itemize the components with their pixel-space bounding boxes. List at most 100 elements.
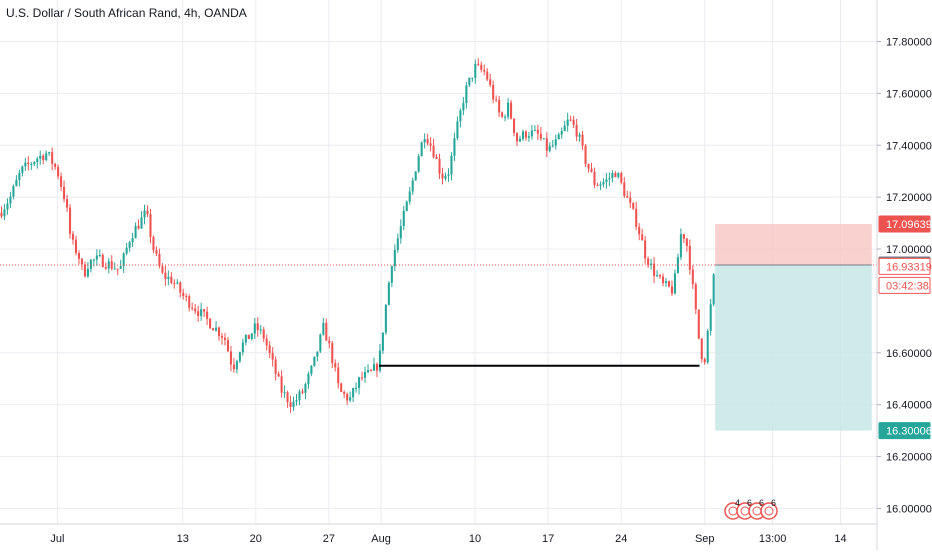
candle-body — [587, 163, 590, 169]
candle-body — [480, 64, 483, 70]
candle-body — [197, 311, 200, 317]
candle-body — [399, 226, 402, 239]
candle-body — [152, 237, 155, 251]
candle-body — [611, 173, 614, 179]
candle-body — [42, 155, 45, 161]
candle-body — [596, 184, 599, 186]
candle-body — [57, 167, 60, 177]
candle-body — [188, 296, 191, 308]
candle-body — [265, 338, 268, 346]
candle-body — [393, 250, 396, 267]
candle-body — [590, 168, 593, 172]
candle-body — [381, 332, 384, 351]
candle-body — [161, 266, 164, 273]
candle-body — [146, 210, 149, 215]
x-tick-label: 10 — [469, 533, 481, 545]
candle-body — [98, 254, 101, 256]
candle-body — [316, 351, 319, 357]
economic-event-icon[interactable] — [760, 502, 778, 520]
candle-body — [667, 281, 671, 287]
candle-body — [137, 225, 140, 229]
candle-body — [220, 336, 224, 338]
candle-body — [420, 142, 423, 157]
candle-body — [209, 318, 212, 329]
event-count-label: 6 — [759, 498, 764, 508]
candle-body — [557, 134, 560, 140]
stop-loss-zone[interactable] — [715, 224, 872, 266]
candle-body — [518, 138, 522, 142]
candle-body — [343, 391, 346, 395]
candle-body — [21, 166, 24, 173]
candle-body — [9, 196, 12, 204]
candle-body — [504, 116, 507, 118]
candle-body — [104, 266, 107, 269]
candle-body — [274, 359, 277, 374]
candle-body — [36, 158, 39, 163]
candle-body — [685, 238, 688, 246]
candle-body — [709, 304, 712, 331]
candle-body — [289, 402, 292, 408]
candle-body — [322, 322, 325, 335]
candle-body — [235, 361, 238, 370]
x-tick-label: 20 — [250, 533, 262, 545]
price-label-bid-text: 16.93319 — [886, 261, 932, 273]
candle-body — [384, 304, 387, 333]
candle-body — [158, 253, 161, 267]
candle-body — [459, 110, 462, 122]
candle-body — [33, 162, 36, 165]
y-tick-label: 16.00000 — [886, 503, 932, 515]
candle-body — [507, 102, 510, 117]
candle-body — [623, 182, 626, 197]
candle-body — [292, 401, 295, 408]
y-tick-label: 16.60000 — [886, 348, 932, 360]
y-tick-label: 17.20000 — [886, 192, 932, 204]
candle-body — [122, 253, 125, 267]
candle-body — [700, 338, 703, 360]
candle-body — [521, 131, 525, 139]
candle-body — [486, 71, 489, 80]
candle-body — [349, 397, 352, 401]
candle-body — [167, 276, 170, 279]
y-tick-label: 16.20000 — [886, 452, 932, 464]
candle-body — [456, 121, 459, 139]
candle-body — [548, 146, 551, 151]
candle-body — [498, 100, 501, 113]
x-tick-label: Sep — [695, 533, 715, 545]
candle-body — [411, 180, 414, 192]
candle-body — [438, 158, 441, 174]
candle-body — [30, 164, 33, 166]
candle-body — [605, 179, 608, 183]
candle-body — [325, 322, 328, 341]
candle-body — [584, 145, 587, 164]
take-profit-zone[interactable] — [715, 265, 872, 431]
candle-body — [355, 387, 358, 389]
candle-body — [116, 268, 119, 270]
candle-body — [223, 337, 227, 341]
candle-body — [155, 250, 158, 254]
candle-body — [533, 129, 536, 131]
candle-body — [512, 118, 516, 133]
candle-body — [363, 372, 367, 378]
candle-body — [375, 364, 378, 371]
candle-body — [536, 129, 539, 134]
candle-body — [226, 340, 230, 352]
candle-body — [280, 376, 283, 393]
candle-body — [101, 254, 104, 267]
candle-body — [95, 255, 98, 260]
candle-body — [271, 352, 274, 360]
candle-body — [6, 203, 9, 210]
y-tick-label: 17.00000 — [886, 244, 932, 256]
x-tick-label: 17 — [542, 533, 554, 545]
candle-body — [328, 340, 331, 344]
price-label-target — [878, 422, 931, 440]
candle-body — [295, 400, 298, 402]
candle-body — [620, 173, 623, 183]
candle-body — [262, 329, 265, 339]
candle-body — [542, 138, 545, 140]
x-tick-label: 14 — [834, 533, 846, 545]
candle-body — [307, 373, 310, 385]
